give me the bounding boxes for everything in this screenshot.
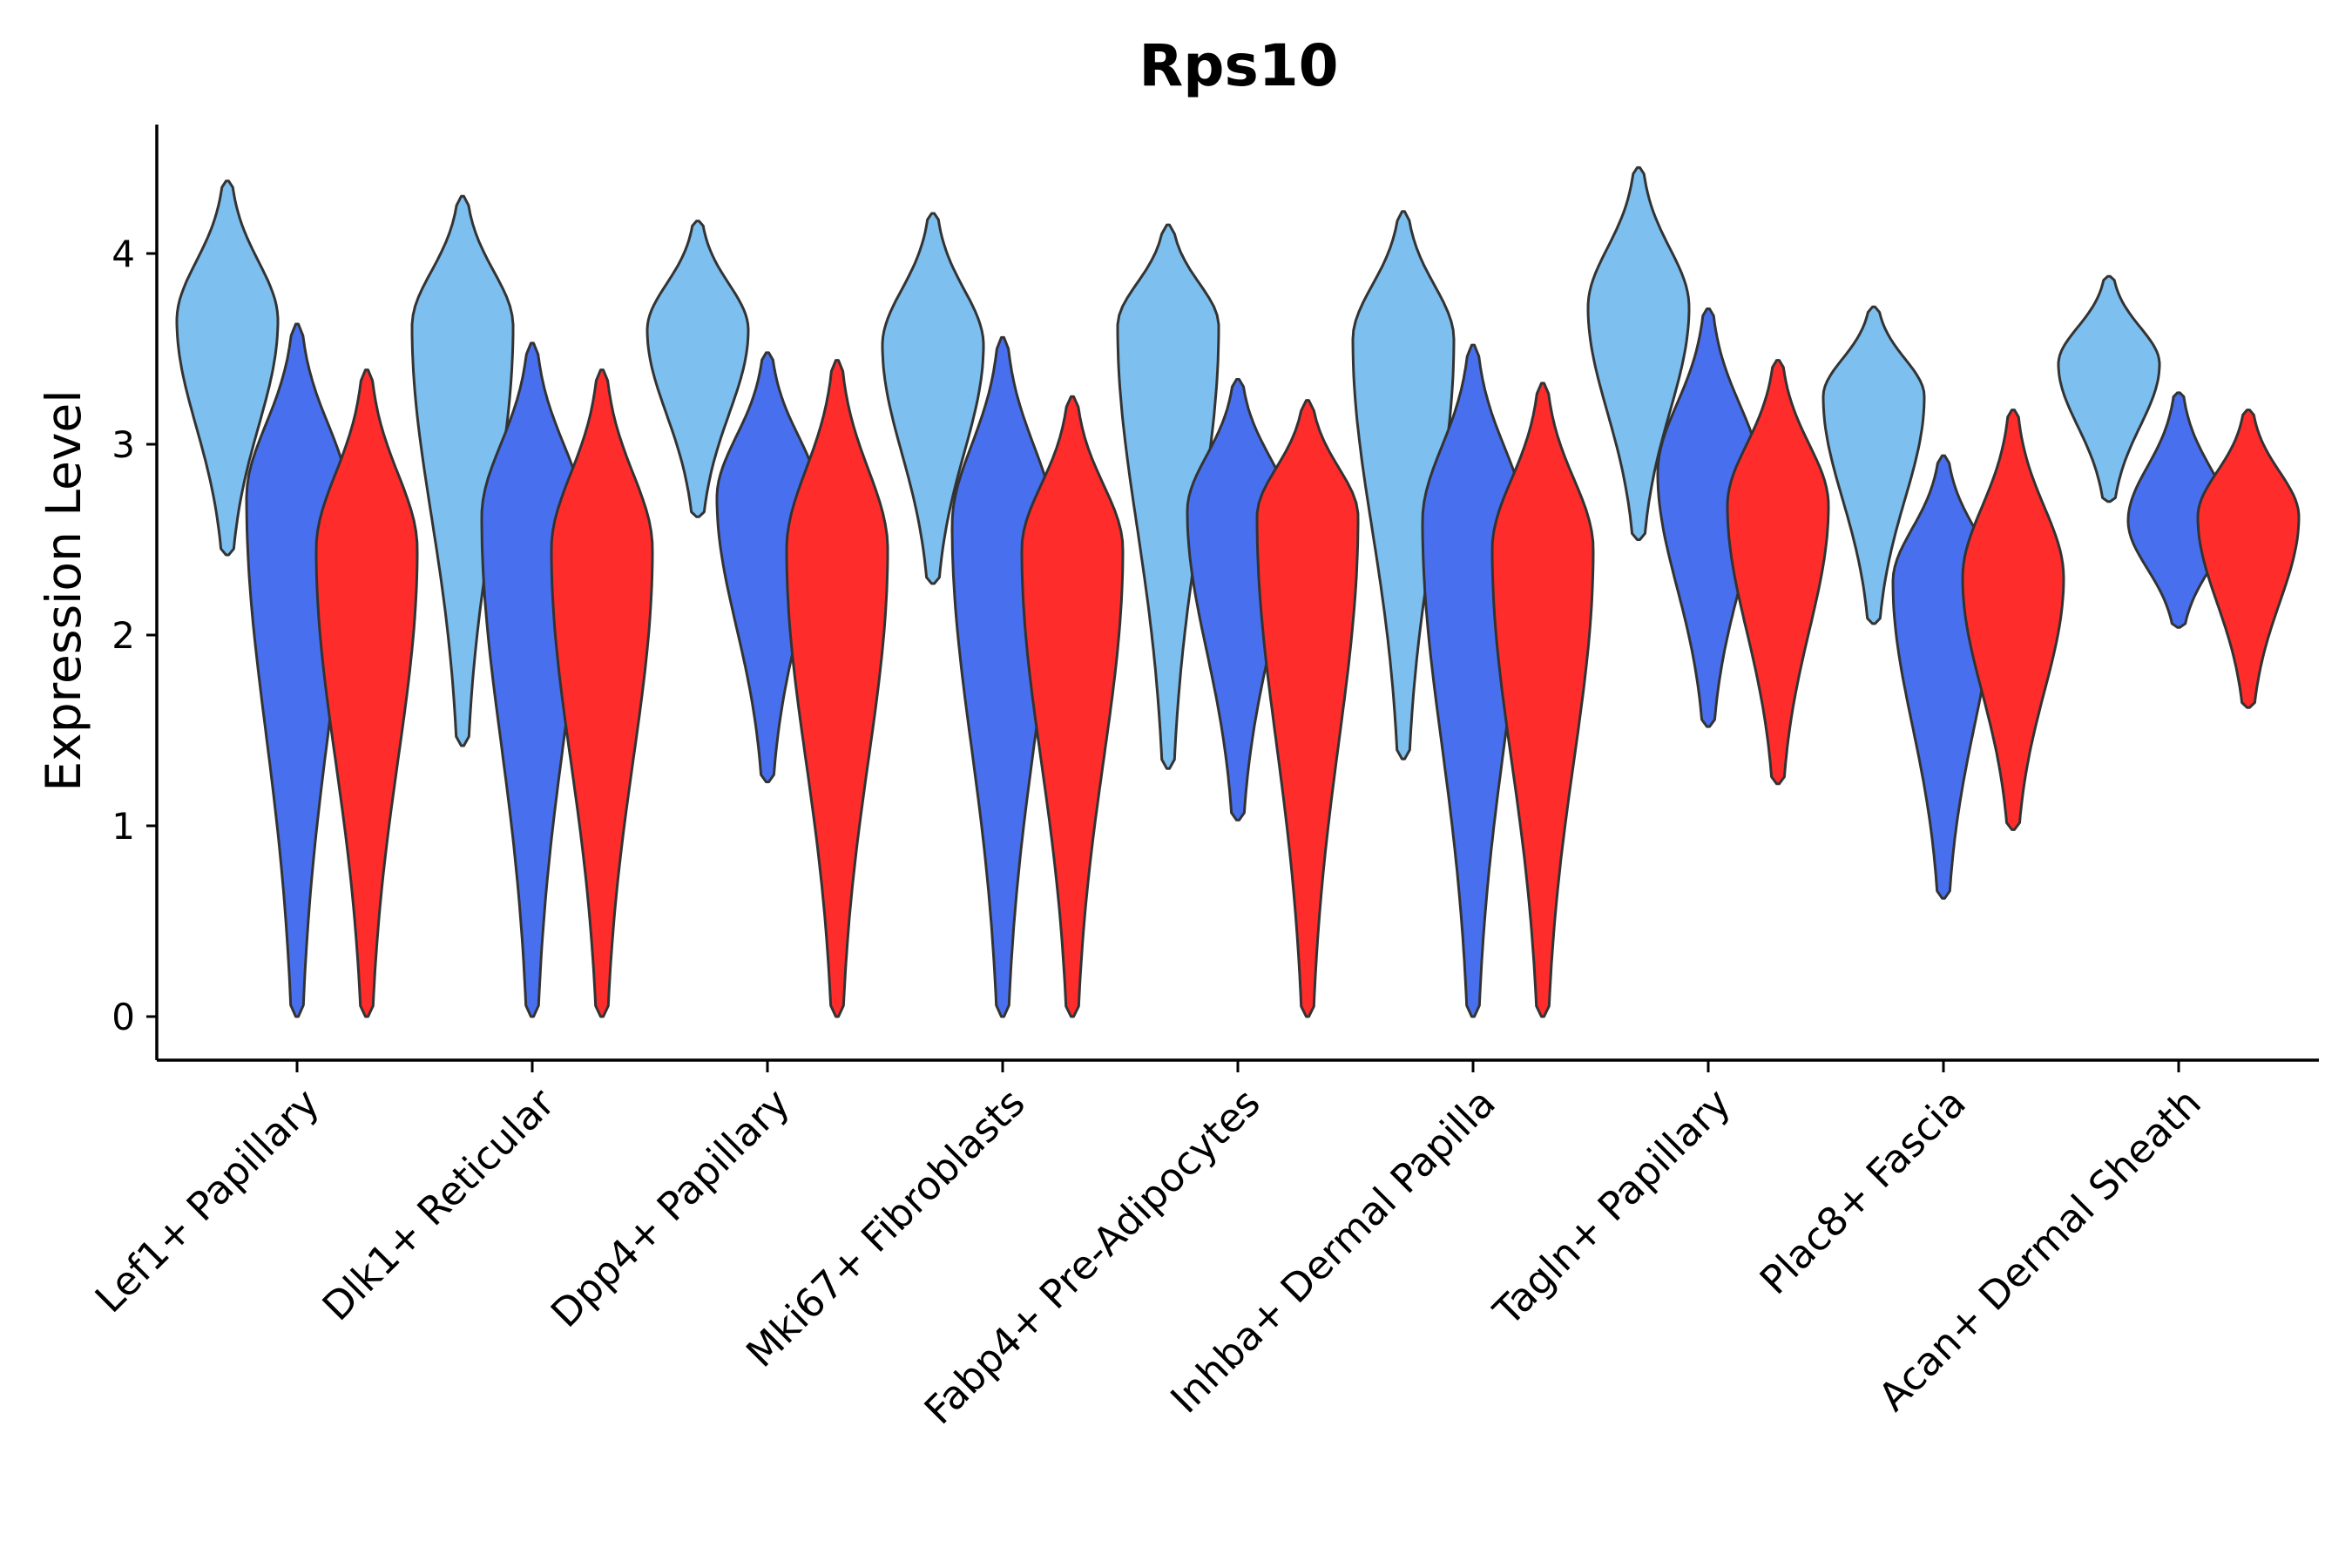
violin-group-1 xyxy=(1116,223,1220,770)
violin-group-1 xyxy=(2057,274,2161,504)
violin-group-2 xyxy=(950,335,1055,1018)
violin-group-3 xyxy=(785,359,889,1018)
violin-group-1 xyxy=(881,212,985,585)
violin-group-3 xyxy=(550,368,654,1018)
y-axis-label: Expression Level xyxy=(36,389,91,791)
violin-group-3 xyxy=(2196,409,2301,709)
y-ticks: 0 1 2 3 4 xyxy=(112,233,157,1038)
violin-group-3 xyxy=(1255,399,1360,1018)
violin-group-3 xyxy=(314,368,419,1018)
y-tick-label: 2 xyxy=(112,614,135,657)
violin-group-1 xyxy=(1586,166,1691,541)
x-tick-label: Tagln+ Papillary xyxy=(1484,1079,1740,1335)
y-tick-label: 3 xyxy=(112,423,135,466)
y-tick-label: 0 xyxy=(112,996,135,1038)
x-tick-label: Plac8+ Fascia xyxy=(1751,1079,1975,1303)
violin-group-1 xyxy=(175,179,280,557)
violin-group-3 xyxy=(1490,382,1595,1018)
violin-group-1 xyxy=(645,220,750,518)
violin-group-1 xyxy=(1821,305,1926,625)
violin-group-3 xyxy=(1726,359,1830,786)
x-tick-label: Dpp4+ Papillary xyxy=(542,1079,799,1336)
violin-group-3 xyxy=(1961,409,2065,831)
x-tick-label: Dlk1+ Reticular xyxy=(314,1079,564,1329)
violin-group-2 xyxy=(245,322,349,1018)
violin-group-3 xyxy=(1020,395,1125,1018)
y-tick-label: 1 xyxy=(112,805,135,848)
x-tick-label: Lef1+ Papillary xyxy=(86,1079,328,1321)
y-tick-label: 4 xyxy=(112,233,135,275)
violins xyxy=(175,166,2301,1018)
chart-title: Rps10 xyxy=(1139,32,1338,99)
